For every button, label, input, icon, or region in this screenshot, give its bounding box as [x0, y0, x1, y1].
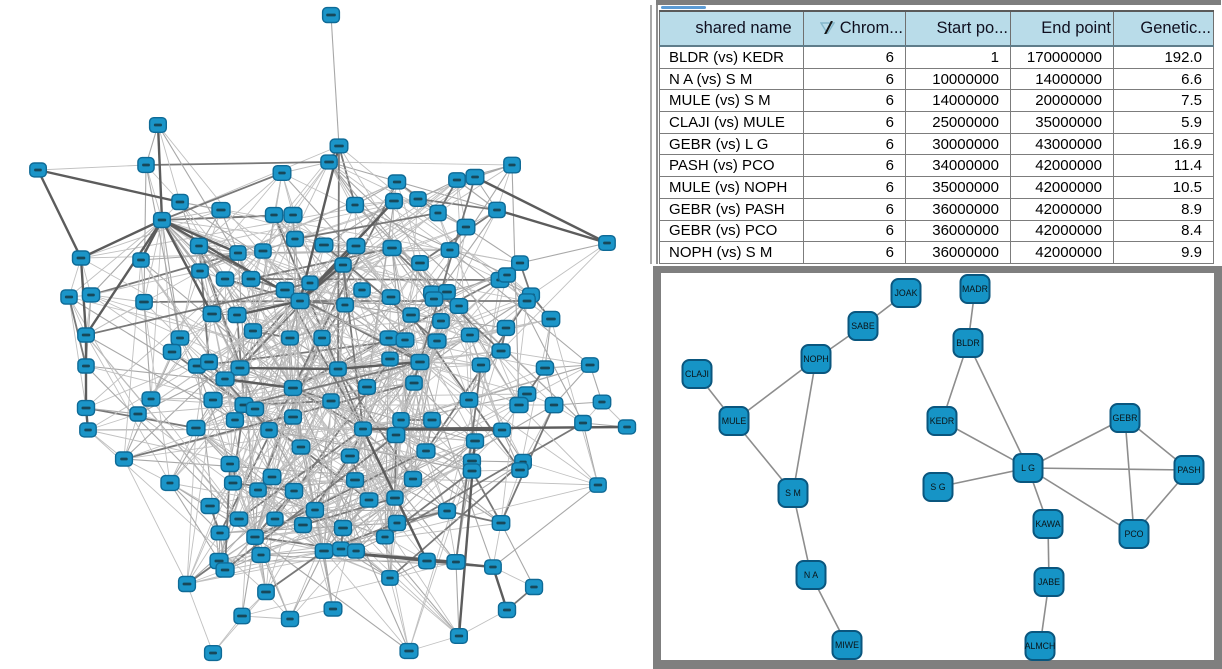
svg-text:BLDR: BLDR	[956, 338, 979, 348]
svg-text:S M: S M	[785, 488, 801, 498]
svg-text:ALMCH: ALMCH	[1025, 641, 1056, 651]
svg-text:JABE: JABE	[1038, 577, 1060, 587]
svg-text:N A: N A	[804, 570, 818, 580]
svg-text:MIWE: MIWE	[835, 640, 859, 650]
svg-text:KAWA: KAWA	[1035, 519, 1060, 529]
svg-text:NOPH: NOPH	[803, 354, 828, 364]
svg-text:KEDR: KEDR	[930, 416, 954, 426]
svg-text:L G: L G	[1021, 463, 1035, 473]
svg-text:SABE: SABE	[851, 321, 875, 331]
svg-text:GEBR: GEBR	[1113, 413, 1138, 423]
svg-text:PCO: PCO	[1124, 529, 1143, 539]
svg-text:PASH: PASH	[1177, 465, 1200, 475]
svg-text:JOAK: JOAK	[895, 288, 918, 298]
svg-text:S G: S G	[930, 482, 945, 492]
svg-text:CLAJI: CLAJI	[685, 369, 709, 379]
svg-text:MADR: MADR	[962, 284, 988, 294]
svg-text:MULE: MULE	[722, 416, 747, 426]
